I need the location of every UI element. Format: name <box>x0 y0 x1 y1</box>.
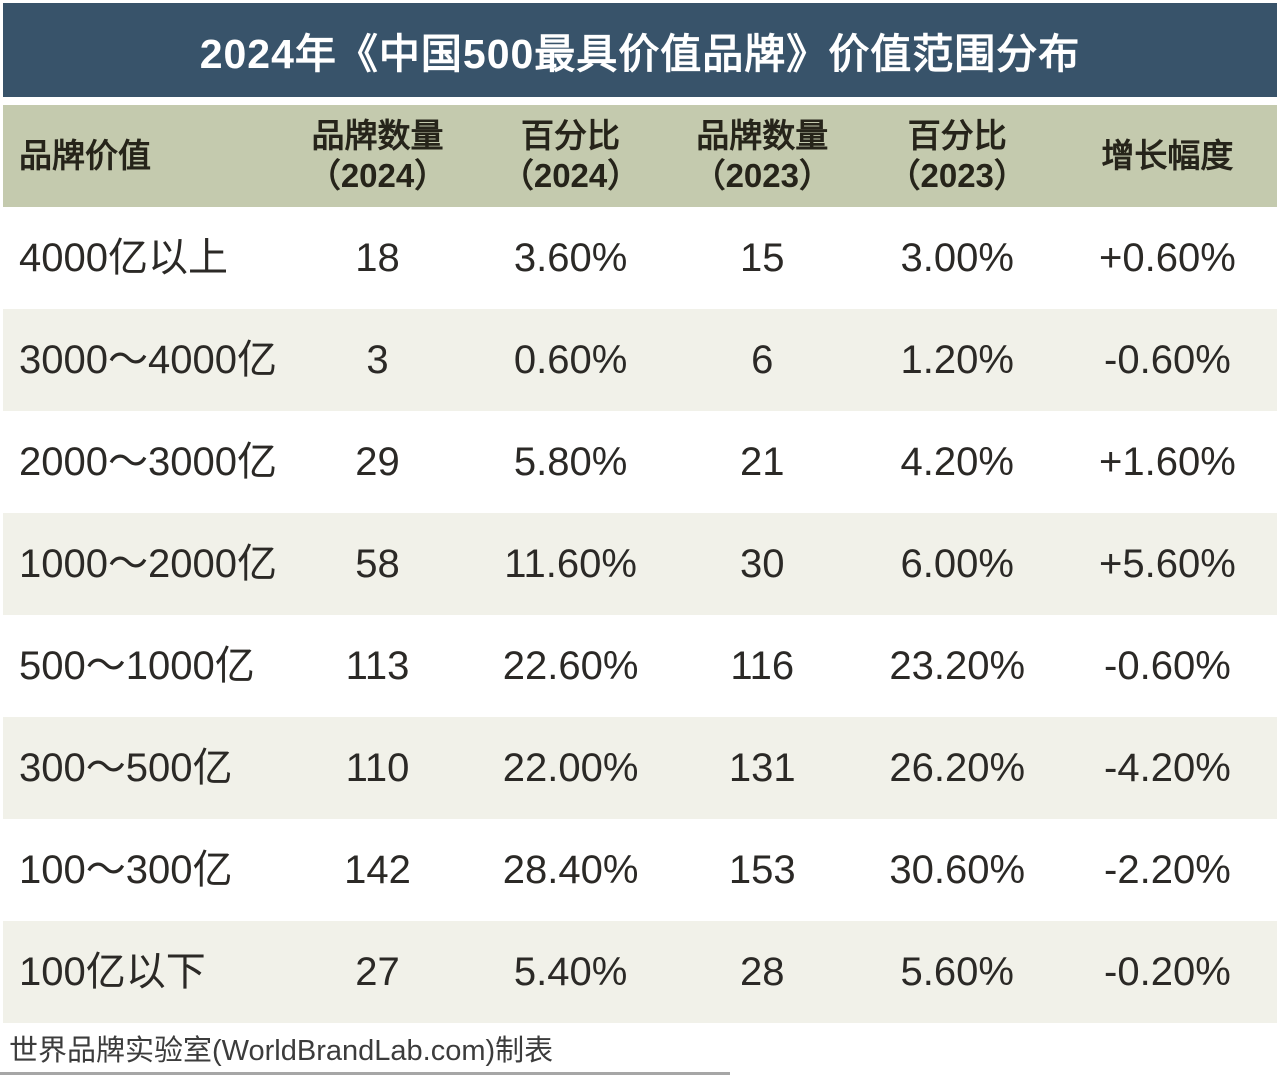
cell-pct-2023: 26.20% <box>889 746 1026 790</box>
cell-count-2024: 113 <box>345 644 410 688</box>
cell-brand-value: 100～300亿 <box>19 848 233 892</box>
cell-count-2024: 142 <box>344 848 411 892</box>
cell-brand-value: 1000～2000亿 <box>19 542 277 586</box>
header-cell-brand-value: 品牌价值 <box>3 105 282 207</box>
cell-pct-2024: 3.60% <box>513 236 628 280</box>
cell-growth: -2.20% <box>1104 848 1231 892</box>
cell-count-2023: 131 <box>728 746 796 790</box>
header-line: （2023） <box>887 157 1027 194</box>
cell-count-2024: 110 <box>345 746 410 790</box>
table-row: 300～500亿 110 22.00% 131 26.20% -4.20% <box>3 717 1277 819</box>
header-cell-pct-2023: 百分比 （2023） <box>857 105 1058 207</box>
title-bar: 2024年《中国500最具价值品牌》价值范围分布 <box>3 3 1277 97</box>
cell-pct-2023: 4.20% <box>900 440 1014 484</box>
table-row: 100亿以下 27 5.40% 28 5.60% -0.20% <box>3 921 1277 1023</box>
source-credit: 世界品牌实验室(WorldBrandLab.com)制表 <box>9 1035 554 1067</box>
cell-count-2023: 30 <box>740 542 785 586</box>
header-line: （2024） <box>500 157 641 194</box>
cell-pct-2024: 5.80% <box>513 440 628 484</box>
table-row: 3000～4000亿 3 0.60% 6 1.20% -0.60% <box>3 309 1277 411</box>
cell-pct-2024: 11.60% <box>504 542 637 586</box>
title-header-gap <box>3 97 1277 105</box>
cell-count-2024: 29 <box>355 440 400 484</box>
cell-brand-value: 4000亿以上 <box>19 236 228 280</box>
header-cell-growth: 增长幅度 <box>1058 105 1277 207</box>
header-cell-count-2024: 品牌数量 （2024） <box>282 105 473 207</box>
cell-pct-2024: 28.40% <box>502 848 639 892</box>
table-row: 1000～2000亿 58 11.60% 30 6.00% +5.60% <box>3 513 1277 615</box>
cell-pct-2023: 23.20% <box>889 644 1026 688</box>
header-cell-pct-2024: 百分比 （2024） <box>473 105 668 207</box>
page-title: 2024年《中国500最具价值品牌》价值范围分布 <box>199 31 1081 77</box>
table-header-row: 品牌价值 品牌数量 （2024） 百分比 （2024） 品牌数量 （2023） … <box>3 105 1277 207</box>
cell-growth: -0.20% <box>1104 950 1231 994</box>
cell-brand-value: 3000～4000亿 <box>19 338 277 382</box>
header-line: （2023） <box>692 157 832 194</box>
table-row: 4000亿以上 18 3.60% 15 3.00% +0.60% <box>3 207 1277 309</box>
table-row: 2000～3000亿 29 5.80% 21 4.20% +1.60% <box>3 411 1277 513</box>
cell-brand-value: 2000～3000亿 <box>19 440 277 484</box>
cell-pct-2024: 0.60% <box>513 338 628 382</box>
cell-count-2023: 28 <box>740 950 785 994</box>
footer: 世界品牌实验室(WorldBrandLab.com)制表 <box>3 1023 1277 1073</box>
cell-growth: -0.60% <box>1104 338 1231 382</box>
cell-pct-2023: 3.00% <box>900 236 1014 280</box>
cell-growth: -4.20% <box>1104 746 1231 790</box>
cell-pct-2024: 5.40% <box>513 950 628 994</box>
cell-growth: -0.60% <box>1104 644 1231 688</box>
header-line: 品牌数量 <box>311 117 444 155</box>
table-row: 500～1000亿 113 22.60% 116 23.20% -0.60% <box>3 615 1277 717</box>
cell-count-2024: 18 <box>355 236 400 280</box>
header-line: 百分比 <box>521 117 621 155</box>
cell-brand-value: 100亿以下 <box>19 950 206 994</box>
cell-count-2023: 6 <box>751 338 774 382</box>
header-line: 增长幅度 <box>1101 137 1234 175</box>
header-line: 品牌价值 <box>19 137 151 175</box>
cell-pct-2024: 22.60% <box>502 644 639 688</box>
cell-growth: +1.60% <box>1099 440 1236 484</box>
cell-brand-value: 300～500亿 <box>19 746 233 790</box>
cell-growth: +5.60% <box>1099 542 1236 586</box>
header-line: （2024） <box>307 157 448 194</box>
header-line: 品牌数量 <box>696 117 829 155</box>
header-cell-count-2023: 品牌数量 （2023） <box>668 105 857 207</box>
cell-pct-2024: 22.00% <box>502 746 639 790</box>
cell-count-2024: 58 <box>355 542 400 586</box>
bottom-edge-line <box>0 1072 730 1075</box>
cell-count-2023: 15 <box>740 236 785 280</box>
cell-count-2024: 27 <box>355 950 400 994</box>
cell-count-2024: 3 <box>366 338 389 382</box>
cell-pct-2023: 30.60% <box>889 848 1026 892</box>
header-line: 百分比 <box>907 117 1007 155</box>
cell-count-2023: 153 <box>728 848 796 892</box>
cell-pct-2023: 1.20% <box>900 338 1014 382</box>
cell-pct-2023: 5.60% <box>900 950 1014 994</box>
cell-brand-value: 500～1000亿 <box>19 644 255 688</box>
cell-count-2023: 116 <box>730 644 795 688</box>
cell-count-2023: 21 <box>740 440 785 484</box>
table-row: 100～300亿 142 28.40% 153 30.60% -2.20% <box>3 819 1277 921</box>
value-range-table: 品牌价值 品牌数量 （2024） 百分比 （2024） 品牌数量 （2023） … <box>3 105 1277 1023</box>
cell-growth: +0.60% <box>1099 236 1236 280</box>
cell-pct-2023: 6.00% <box>900 542 1014 586</box>
